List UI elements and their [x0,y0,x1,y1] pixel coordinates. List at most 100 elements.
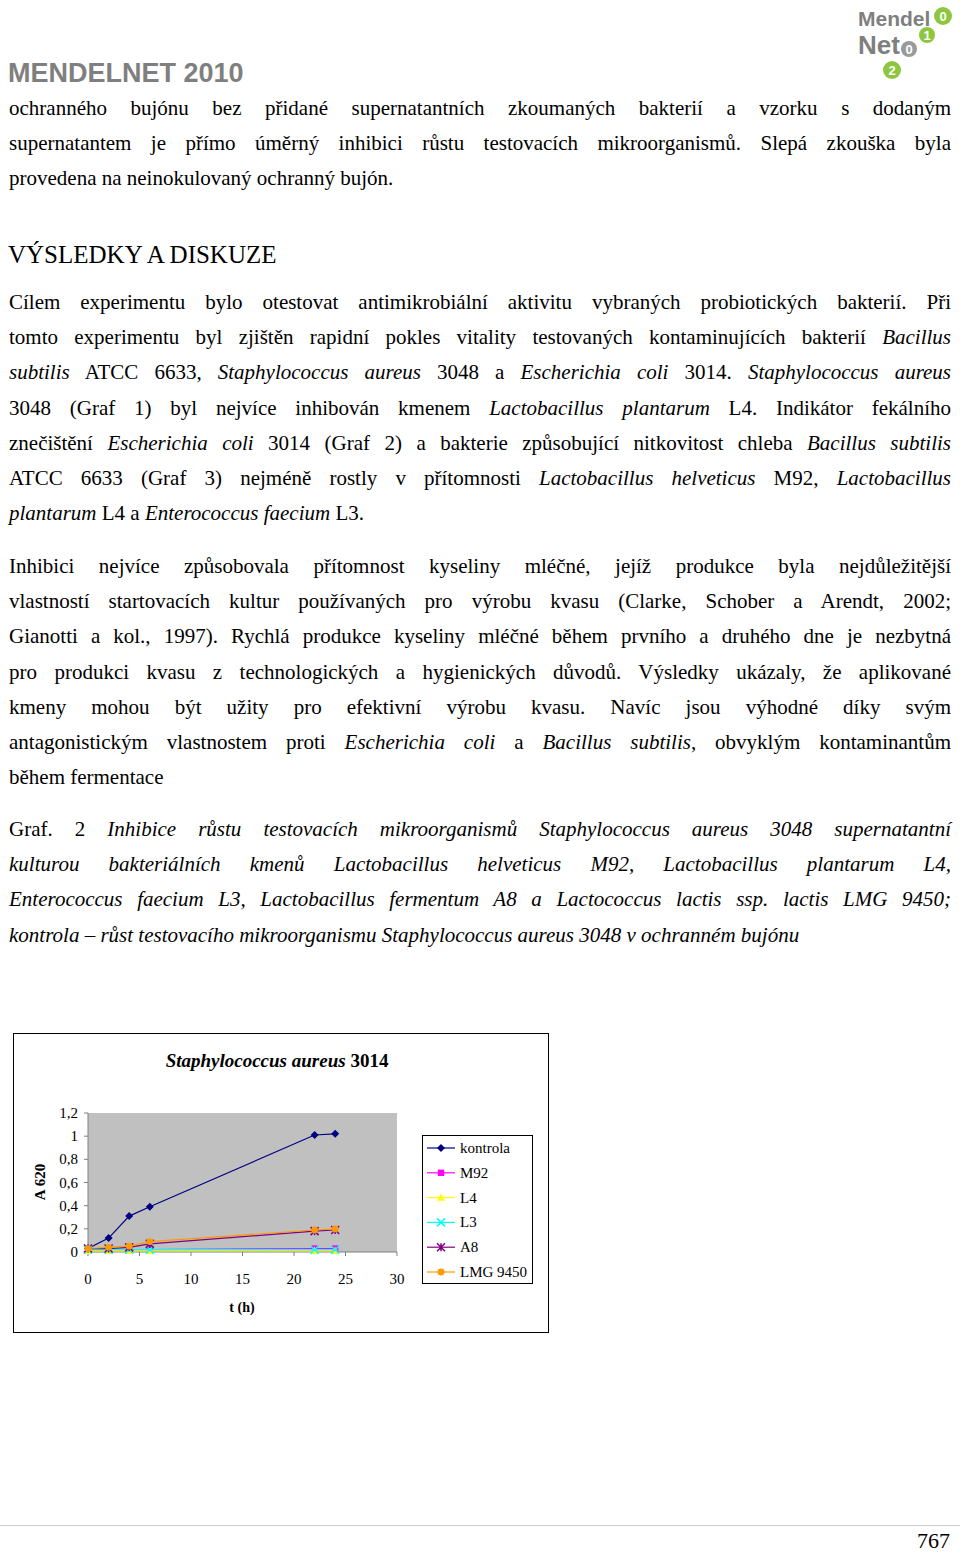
chart-title: Staphylococcus aureus 3014 [166,1050,389,1071]
y-tick-label: 0,4 [59,1198,78,1214]
marker [311,1227,319,1235]
marker [331,1226,339,1234]
marker [332,1225,339,1232]
y-tick-label: 0,6 [59,1175,78,1191]
text-run: Escherichia coli [345,730,496,754]
x-axis-label: t (h) [229,1300,255,1316]
text-run: 3014 (Graf 2) a bakterie způsobující nit… [254,431,807,455]
x-tick [294,1252,295,1256]
marker [311,1246,319,1254]
text-run: vlastností startovacích kultur používaný… [9,589,951,613]
text-run: Inhibici nejvíce způsobovala přítomnost … [9,554,951,578]
text-line: tomto experimentu byl zjištěn rapidní po… [9,324,951,350]
chart-title-part: 3014 [350,1050,389,1071]
text-run: znečištění [9,431,107,455]
marker [126,1243,133,1250]
text-line: ATCC 6633 (Graf 3) nejméně rostly v přít… [9,465,951,491]
text-line: supernatantem je přímo úměrný inhibici r… [9,130,951,156]
legend-marker [438,1170,444,1176]
text-line: subtilis ATCC 6633, Staphylococcus aureu… [9,359,951,385]
text-run: Enterococcus faecium L3, Lactobacillus f… [9,887,951,911]
text-run: supernatantem je přímo úměrný inhibici r… [9,131,951,155]
logo-circle [919,27,935,43]
series-line [88,1249,335,1250]
text-run: ATCC 6633, [70,360,218,384]
series-line [88,1229,335,1249]
x-tick-label: 5 [136,1271,144,1287]
text-run: tomto experimentu byl zjištěn rapidní po… [9,325,882,349]
text-line: Cílem experimentu bylo otestovat antimik… [9,289,951,315]
text-run: Staphylococcus aureus [218,360,421,384]
x-tick-label: 15 [235,1271,250,1287]
y-tick [84,1205,88,1206]
x-tick-label: 30 [390,1271,405,1287]
text-line: antagonistickým vlastnostem proti Escher… [9,729,951,755]
x-tick [345,1252,346,1256]
logo-digit: 0 [905,42,912,57]
caption-line: kontrola – růst testovacího mikroorganis… [9,922,951,948]
text-run: kmeny mohou být užity pro efektivní výro… [9,695,951,719]
text-run: kontrola – růst testovacího mikroorganis… [9,923,799,947]
text-run: Gianotti a kol., 1997). Rychlá produkce … [9,624,951,648]
text-run: L4 a [97,501,145,525]
legend-marker [437,1144,445,1152]
chart: Staphylococcus aureus 301400,20,40,60,81… [0,0,960,1553]
x-tick [242,1252,243,1256]
marker [84,1245,92,1253]
marker [146,1238,153,1245]
text-line: znečištění Escherichia coli 3014 (Graf 2… [9,430,951,456]
text-run: M92, [755,466,836,490]
text-run: Lactobacillus plantarum [489,396,710,420]
legend-marker [437,1194,445,1201]
marker [85,1245,92,1252]
x-tick [139,1252,140,1256]
y-tick [84,1159,88,1160]
chart-frame [14,1034,549,1333]
legend-label: kontrola [460,1140,510,1156]
text-run: , obvyklým kontaminantům [691,730,951,754]
text-line: plantarum L4 a Enterococcus faecium L3. [9,500,951,526]
text-run: L4. Indikátor fekálního [710,396,951,420]
chart-title-part: Staphylococcus aureus [166,1050,351,1071]
text-line: Gianotti a kol., 1997). Rychlá produkce … [9,623,951,649]
marker [105,1244,112,1251]
legend-label: M92 [460,1165,488,1181]
text-line: pro produkci kvasu z technologických a h… [9,659,951,685]
marker [146,1203,154,1211]
legend-marker [438,1269,445,1276]
text-line: kmeny mohou být užity pro efektivní výro… [9,694,951,720]
text-run: Enterococcus faecium [145,501,330,525]
text-run: ochranného bujónu bez přidané supernatan… [9,96,951,120]
x-tick-label: 20 [287,1271,302,1287]
plot-area [88,1113,397,1252]
text-run: Escherichia coli [521,360,669,384]
marker [125,1212,133,1220]
legend-label: L3 [460,1214,477,1230]
logo-circle [901,41,917,57]
x-tick-label: 0 [84,1271,92,1287]
series-group [84,1130,339,1254]
series-line [88,1249,335,1250]
marker [84,1245,92,1253]
legend-label: L4 [460,1190,477,1206]
text-line: vlastností startovacích kultur používaný… [9,588,951,614]
marker [331,1130,339,1138]
text-run: Graf. 2 [9,817,107,841]
text-run: ATCC 6633 (Graf 3) nejméně rostly v přít… [9,466,539,490]
y-tick [84,1228,88,1229]
text-run: Inhibice růstu testovacích mikroorganism… [107,817,951,841]
logo-circle [934,7,952,25]
y-tick-label: 0 [71,1244,79,1260]
y-tick-label: 0,8 [59,1151,78,1167]
logo-circle [883,61,901,79]
text-run: antagonistickým vlastnostem proti [9,730,345,754]
x-tick-label: 25 [338,1271,353,1287]
text-run: Bacillus subtilis [542,730,690,754]
logo-digit: 2 [888,63,895,78]
text-line: 3048 (Graf 1) byl nejvíce inhibován kmen… [9,395,951,421]
text-run: pro produkci kvasu z technologických a h… [9,660,951,684]
legend-box [423,1136,533,1284]
legend-label: A8 [460,1239,478,1255]
caption-line: Graf. 2 Inhibice růstu testovacích mikro… [9,816,951,842]
marker [125,1243,133,1251]
